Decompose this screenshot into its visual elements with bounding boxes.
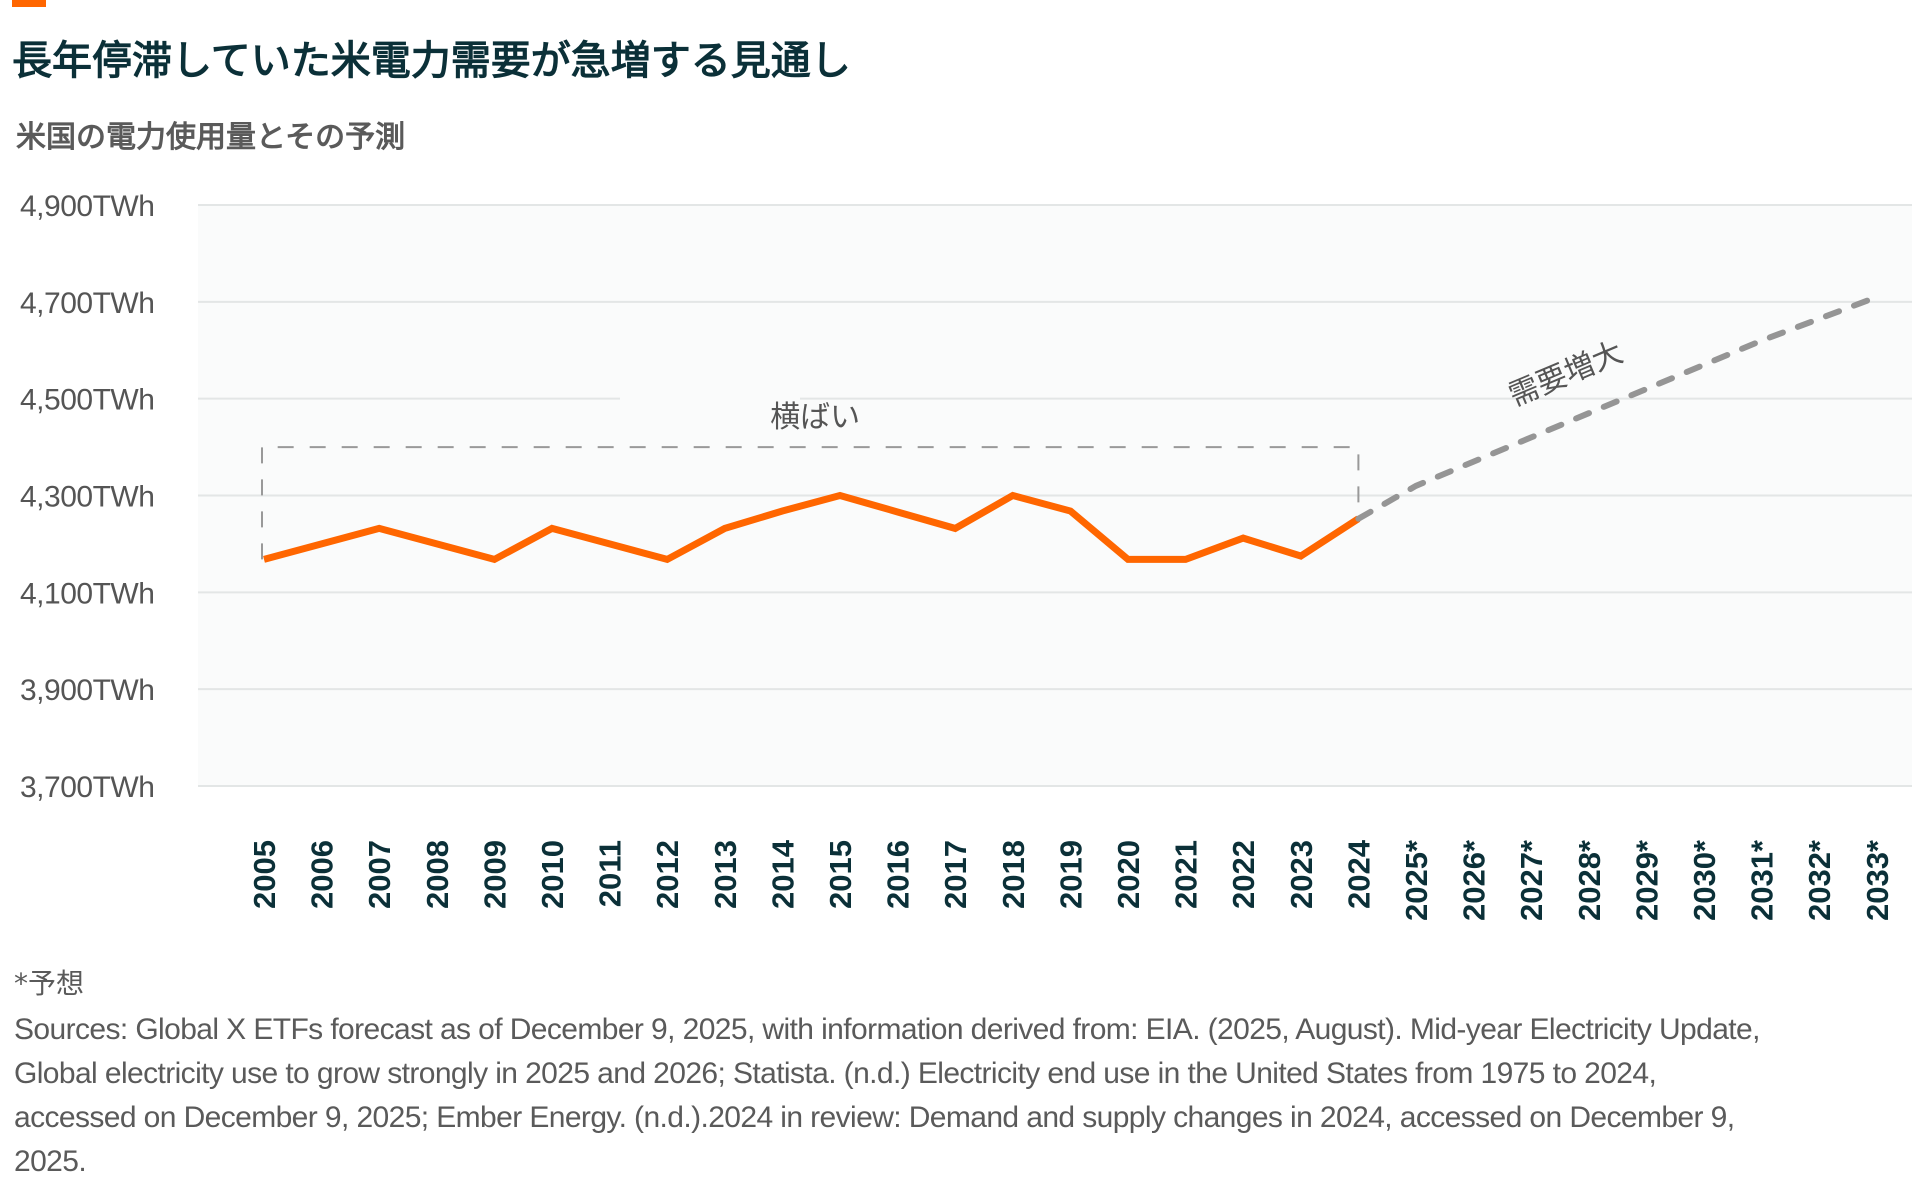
x-tick-label: 2015 [823, 840, 858, 909]
page-title: 長年停滞していた米電力需要が急増する見通し [12, 38, 851, 84]
sources-text: Sources: Global X ETFs forecast as of De… [14, 1008, 1914, 1184]
x-tick-label: 2022 [1226, 840, 1261, 909]
x-tick-label: 2030* [1687, 839, 1722, 921]
x-tick-label: 2031* [1745, 839, 1780, 921]
y-tick-label: 4,100TWh [20, 577, 154, 610]
actual-line [263, 491, 1361, 564]
x-tick-label: 2006 [305, 840, 340, 909]
x-tick-label: 2010 [535, 840, 570, 909]
x-tick-label: 2014 [765, 839, 800, 909]
y-tick-label: 3,700TWh [20, 771, 154, 804]
sources-line: Global electricity use to grow strongly … [14, 1057, 1657, 1090]
sources-line: 2025. [14, 1145, 87, 1178]
x-tick-label: 2011 [593, 840, 628, 907]
x-tick-label: 2021 [1169, 840, 1204, 909]
x-tick-label: 2020 [1111, 840, 1146, 909]
y-tick-label: 3,900TWh [20, 674, 154, 707]
x-tick-label: 2017 [938, 840, 973, 909]
bracket-label: 横ばい [770, 400, 860, 435]
chart-subtitle: 米国の電力使用量とその予測 [16, 120, 406, 155]
y-tick-label: 4,300TWh [20, 481, 154, 514]
x-tick-label: 2018 [996, 840, 1031, 909]
x-tick-label: 2027* [1514, 839, 1549, 921]
y-tick-label: 4,500TWh [20, 384, 154, 417]
x-tick-label: 2023 [1284, 840, 1319, 909]
x-tick-label: 2012 [650, 840, 685, 909]
line-chart: 4,900TWh 4,700TWh 4,500TWh 4,300TWh 4,100TWh… [20, 190, 1912, 921]
x-tick-label: 2005 [247, 840, 282, 909]
x-tick-label: 2007 [362, 840, 397, 909]
x-tick-label: 2019 [1053, 840, 1088, 909]
x-tick-label: 2032* [1802, 839, 1837, 921]
x-tick-label: 2008 [420, 840, 455, 909]
y-tick-label: 4,700TWh [20, 287, 154, 320]
x-tick-label: 2009 [477, 840, 512, 909]
sources-line: accessed on December 9, 2025; Ember Ener… [14, 1101, 1735, 1134]
forecast-line [1355, 293, 1880, 522]
x-tick-label: 2025* [1399, 839, 1434, 921]
y-tick-label: 4,900TWh [20, 190, 154, 223]
x-tick-label: 2029* [1629, 839, 1664, 921]
x-tick-label: 2028* [1572, 839, 1607, 921]
sources-line: Sources: Global X ETFs forecast as of De… [14, 1013, 1760, 1046]
x-tick-label: 2026* [1457, 839, 1492, 921]
forecast-footnote: *予想 [14, 967, 85, 1000]
accent-bar [12, 0, 46, 7]
bracket-label-bg [620, 387, 800, 428]
x-tick-label: 2016 [881, 840, 916, 909]
x-tick-label: 2024 [1341, 839, 1376, 909]
x-tick-label: 2013 [708, 840, 743, 909]
x-tick-label: 2033* [1860, 839, 1895, 921]
